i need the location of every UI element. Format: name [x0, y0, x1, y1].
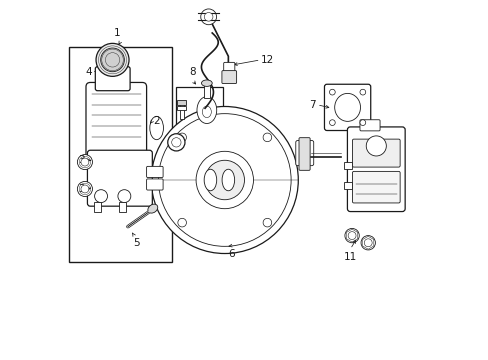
Text: 7: 7 — [309, 100, 315, 110]
Text: 12: 12 — [261, 55, 274, 65]
Circle shape — [347, 231, 355, 239]
Bar — [343, 182, 351, 189]
Circle shape — [118, 190, 131, 203]
Ellipse shape — [201, 80, 212, 86]
Circle shape — [329, 89, 335, 95]
Bar — [176, 87, 223, 137]
Ellipse shape — [197, 96, 216, 123]
Bar — [119, 202, 126, 212]
FancyBboxPatch shape — [146, 166, 163, 177]
Circle shape — [263, 133, 271, 142]
FancyBboxPatch shape — [346, 127, 405, 212]
FancyBboxPatch shape — [352, 171, 399, 203]
Text: 9: 9 — [171, 138, 178, 147]
Circle shape — [158, 114, 290, 246]
Circle shape — [96, 43, 129, 76]
FancyBboxPatch shape — [146, 179, 163, 190]
FancyBboxPatch shape — [95, 67, 130, 91]
Text: 3: 3 — [78, 155, 84, 165]
Circle shape — [167, 134, 184, 151]
Bar — [69, 47, 171, 262]
Circle shape — [196, 151, 253, 209]
Bar — [180, 101, 184, 119]
Circle shape — [344, 228, 359, 243]
Bar — [94, 202, 101, 212]
Text: 10: 10 — [372, 144, 385, 154]
FancyBboxPatch shape — [352, 139, 399, 167]
Text: 3: 3 — [78, 184, 84, 194]
FancyBboxPatch shape — [295, 140, 313, 166]
Text: 6: 6 — [228, 248, 235, 258]
Circle shape — [360, 235, 375, 250]
FancyBboxPatch shape — [86, 82, 146, 159]
Ellipse shape — [203, 169, 216, 191]
Text: 1: 1 — [114, 28, 120, 38]
Circle shape — [81, 185, 89, 193]
FancyBboxPatch shape — [359, 120, 379, 131]
Circle shape — [204, 13, 212, 21]
Circle shape — [101, 48, 124, 72]
Circle shape — [366, 136, 386, 156]
Bar — [177, 106, 186, 110]
Circle shape — [359, 120, 365, 126]
Circle shape — [263, 218, 271, 227]
FancyBboxPatch shape — [87, 150, 152, 206]
Text: 5: 5 — [133, 238, 140, 248]
Circle shape — [171, 138, 181, 147]
FancyBboxPatch shape — [222, 71, 236, 84]
Ellipse shape — [222, 169, 234, 191]
Bar — [343, 162, 351, 169]
Ellipse shape — [334, 93, 360, 121]
Text: 11: 11 — [343, 252, 356, 262]
FancyBboxPatch shape — [223, 62, 234, 73]
Text: 8: 8 — [189, 67, 195, 77]
Circle shape — [364, 239, 371, 247]
Ellipse shape — [149, 116, 163, 140]
Text: 4: 4 — [85, 67, 92, 77]
Circle shape — [204, 160, 244, 200]
Text: 2: 2 — [153, 116, 160, 126]
Circle shape — [77, 154, 92, 170]
Circle shape — [178, 133, 186, 142]
Circle shape — [81, 158, 89, 166]
Circle shape — [329, 120, 335, 126]
Bar — [177, 100, 186, 105]
Circle shape — [151, 107, 298, 253]
Circle shape — [94, 190, 107, 203]
Bar — [204, 83, 209, 98]
Circle shape — [359, 89, 365, 95]
Ellipse shape — [147, 204, 158, 213]
FancyBboxPatch shape — [324, 84, 370, 131]
Circle shape — [201, 9, 216, 25]
Circle shape — [77, 181, 92, 197]
Circle shape — [178, 218, 186, 227]
FancyBboxPatch shape — [298, 138, 309, 170]
